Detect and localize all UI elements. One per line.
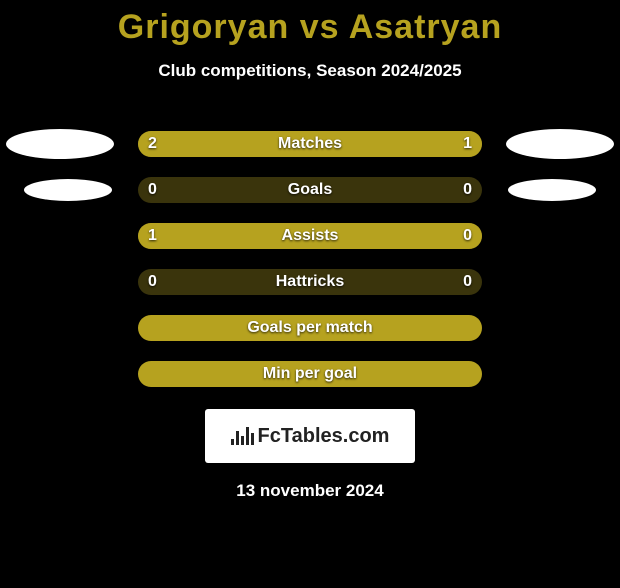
stat-row: 21Matches xyxy=(0,121,620,167)
title-vs: vs xyxy=(289,8,348,46)
stat-label: Hattricks xyxy=(138,273,482,291)
player-avatar-left xyxy=(24,179,112,201)
logo-bars-icon xyxy=(231,427,254,445)
player-avatar-right xyxy=(506,129,614,159)
subtitle: Club competitions, Season 2024/2025 xyxy=(0,61,620,81)
stat-label: Goals per match xyxy=(138,319,482,337)
footer-date: 13 november 2024 xyxy=(0,481,620,501)
stat-row: 00Hattricks xyxy=(0,259,620,305)
stat-bar: Goals per match xyxy=(138,315,482,341)
stat-label: Goals xyxy=(138,181,482,199)
stat-row: 00Goals xyxy=(0,167,620,213)
logo-inner: FcTables.com xyxy=(231,425,390,448)
title-left-name: Grigoryan xyxy=(118,8,289,46)
stat-label: Matches xyxy=(138,135,482,153)
player-avatar-left xyxy=(6,129,114,159)
stat-row: Goals per match xyxy=(0,305,620,351)
stats-container: 21Matches 00Goals 10Assists 00Hattricks Goal… xyxy=(0,121,620,397)
stat-row: 10Assists xyxy=(0,213,620,259)
fctables-logo: FcTables.com xyxy=(205,409,415,463)
comparison-title: Grigoryan vs Asatryan xyxy=(0,8,620,47)
stat-bar: 21Matches xyxy=(138,131,482,157)
player-avatar-right xyxy=(508,179,596,201)
stat-label: Assists xyxy=(138,227,482,245)
title-right-name: Asatryan xyxy=(349,8,503,46)
stat-row: Min per goal xyxy=(0,351,620,397)
stat-bar: 00Goals xyxy=(138,177,482,203)
stat-label: Min per goal xyxy=(138,365,482,383)
stat-bar: 00Hattricks xyxy=(138,269,482,295)
stat-bar: Min per goal xyxy=(138,361,482,387)
stat-bar: 10Assists xyxy=(138,223,482,249)
logo-text: FcTables.com xyxy=(258,425,390,448)
